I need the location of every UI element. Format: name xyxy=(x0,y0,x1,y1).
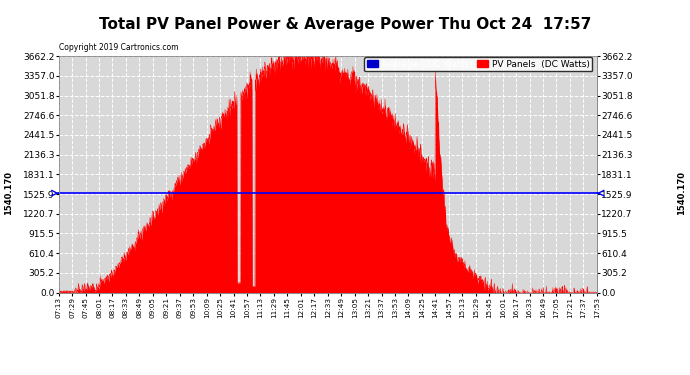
Text: 1540.170: 1540.170 xyxy=(677,171,687,215)
Legend: Average  (DC Watts), PV Panels  (DC Watts): Average (DC Watts), PV Panels (DC Watts) xyxy=(364,57,592,71)
Text: Total PV Panel Power & Average Power Thu Oct 24  17:57: Total PV Panel Power & Average Power Thu… xyxy=(99,17,591,32)
Text: 1540.170: 1540.170 xyxy=(3,171,13,215)
Text: Copyright 2019 Cartronics.com: Copyright 2019 Cartronics.com xyxy=(59,44,178,52)
